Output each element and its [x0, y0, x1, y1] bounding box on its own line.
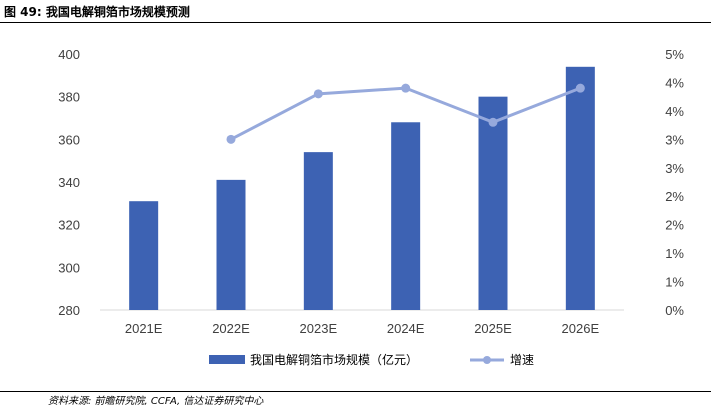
growth-point-2022E	[226, 134, 236, 144]
x-tick-label: 2025E	[474, 321, 512, 336]
right-tick-label: 3%	[665, 161, 684, 176]
legend-bar-label: 我国电解铜箔市场规模（亿元）	[250, 352, 418, 367]
left-tick-label: 400	[58, 47, 80, 62]
growth-point-2026E	[575, 83, 585, 93]
legend: 我国电解铜箔市场规模（亿元） 增速	[209, 352, 534, 367]
x-tick-label: 2022E	[212, 321, 250, 336]
legend-line-marker	[483, 356, 491, 364]
bar-series	[129, 66, 595, 311]
right-tick-label: 4%	[665, 104, 684, 119]
right-tick-label: 1%	[665, 275, 684, 290]
figure-title: 图 49: 我国电解铜箔市场规模预测	[4, 5, 190, 19]
bar-2025E	[478, 96, 508, 311]
bar-2022E	[216, 179, 246, 310]
growth-point-2025E	[488, 117, 498, 127]
x-tick-label: 2024E	[387, 321, 425, 336]
x-axis-ticks: 2021E 2022E 2023E 2024E 2025E 2026E	[125, 321, 600, 336]
bar-2021E	[129, 201, 159, 310]
bar-2026E	[565, 66, 595, 310]
left-tick-label: 320	[58, 218, 80, 233]
growth-point-2023E	[313, 89, 323, 99]
x-tick-label: 2021E	[125, 321, 163, 336]
right-tick-label: 4%	[665, 75, 684, 90]
left-tick-label: 280	[58, 303, 80, 318]
right-tick-label: 2%	[665, 189, 684, 204]
source-divider	[0, 391, 711, 392]
x-tick-label: 2026E	[562, 321, 600, 336]
bar-2023E	[303, 152, 333, 310]
title-divider	[0, 22, 711, 23]
legend-bar-swatch	[209, 355, 245, 364]
right-axis-ticks: 5% 4% 4% 3% 3% 2% 2% 1% 1% 0%	[665, 47, 684, 318]
right-tick-label: 3%	[665, 132, 684, 147]
legend-line-label: 增速	[510, 353, 534, 367]
growth-line-series	[226, 83, 585, 144]
left-tick-label: 340	[58, 175, 80, 190]
left-tick-label: 360	[58, 132, 80, 147]
left-tick-label: 300	[58, 260, 80, 275]
right-tick-label: 2%	[665, 218, 684, 233]
x-tick-label: 2023E	[300, 321, 338, 336]
right-tick-label: 1%	[665, 246, 684, 261]
growth-point-2024E	[401, 83, 411, 93]
left-tick-label: 380	[58, 90, 80, 105]
right-tick-label: 5%	[665, 47, 684, 62]
left-axis-ticks: 400 380 360 340 320 300 280	[58, 47, 80, 318]
source-note: 资料来源: 前瞻研究院, CCFA, 信达证券研究中心	[48, 396, 264, 407]
bar-2024E	[391, 122, 421, 311]
right-tick-label: 0%	[665, 303, 684, 318]
